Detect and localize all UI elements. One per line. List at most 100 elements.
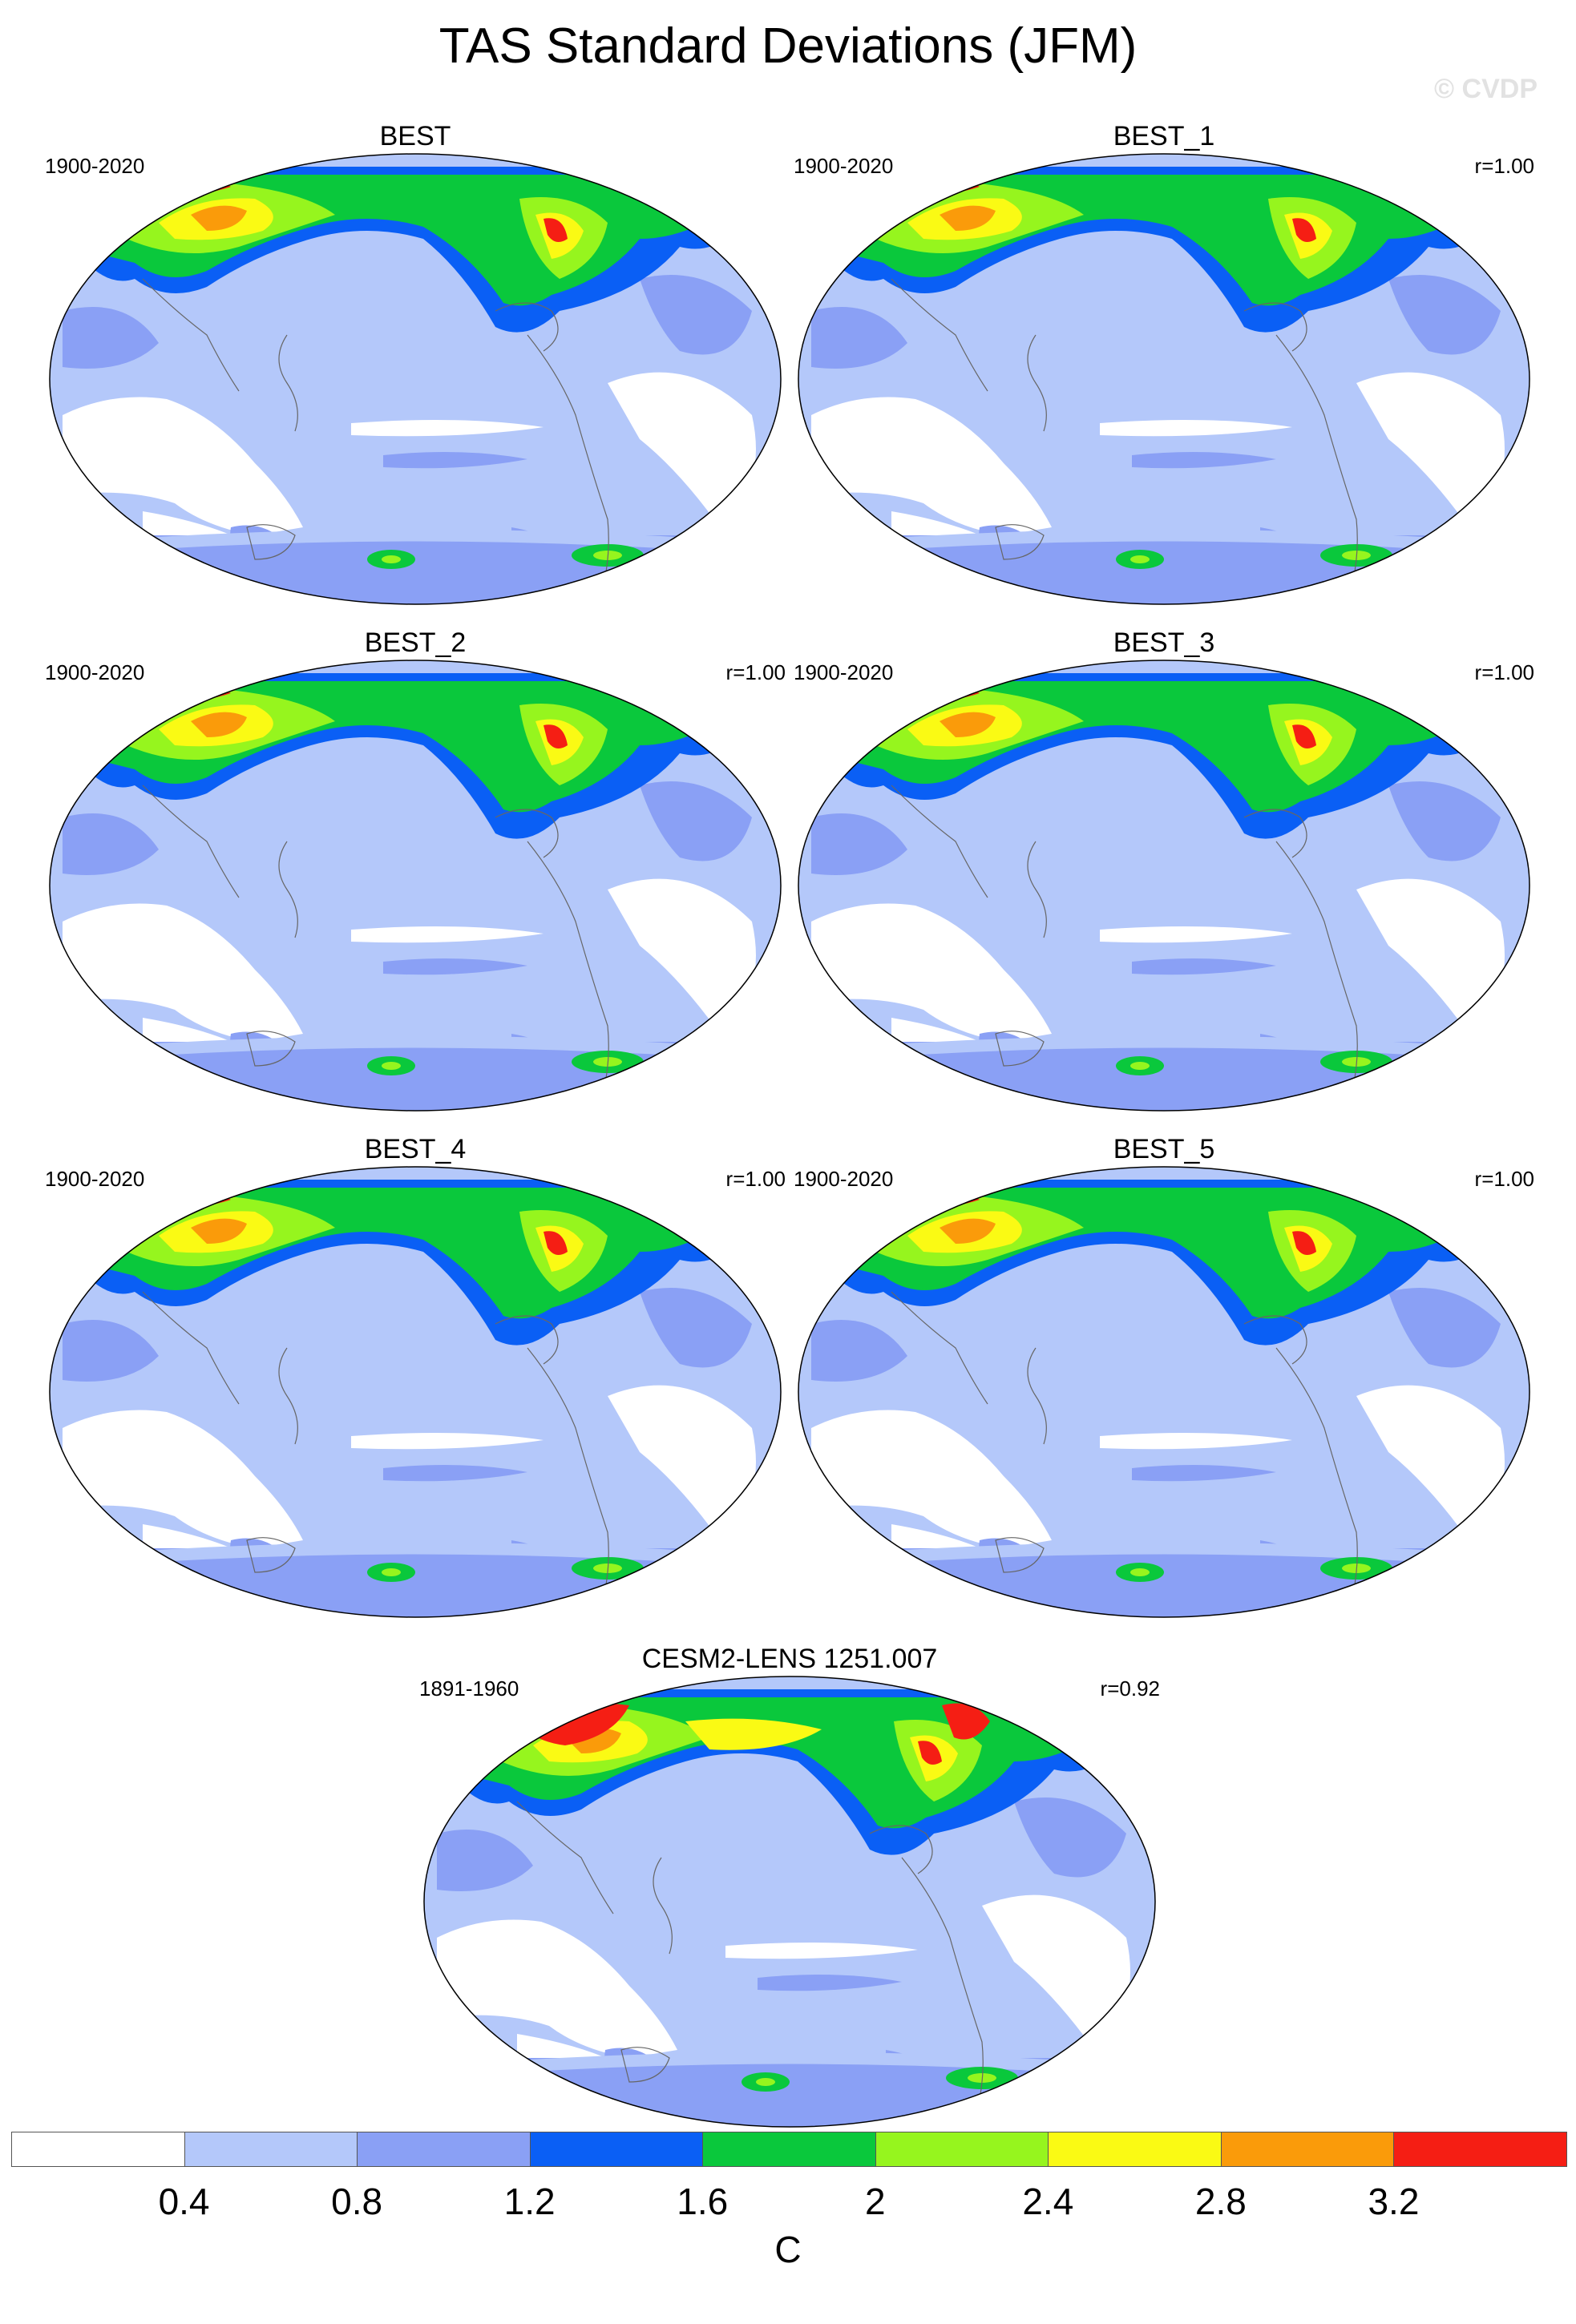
moderate-variability-zone xyxy=(437,1830,533,1891)
map-border xyxy=(798,660,1530,1112)
low-variability-zone xyxy=(1356,1385,1505,1540)
northern-belt-orange xyxy=(940,205,996,231)
low-variability-zone xyxy=(1100,1433,1292,1450)
coastline xyxy=(1027,334,1047,432)
coastline xyxy=(1243,1315,1307,1365)
moderate-variability-zone xyxy=(383,452,527,469)
low-variability-zone xyxy=(608,372,756,527)
panel-correlation: r=1.00 xyxy=(1474,1167,1534,1191)
colorbar-label: 2 xyxy=(864,2181,886,2222)
watermark: © CVDP xyxy=(1434,74,1538,104)
moderate-variability-zone xyxy=(640,1288,752,1368)
coastline xyxy=(1243,809,1307,858)
northern-belt-red xyxy=(544,1231,568,1255)
world-map xyxy=(798,660,1530,1112)
colorbar-label: 2.4 xyxy=(1022,2181,1074,2222)
northern-belt-orange xyxy=(191,1218,247,1244)
colorbar-box xyxy=(1220,2132,1395,2167)
colorbar xyxy=(11,2132,1567,2169)
antarctic-hotspot-core xyxy=(1130,1062,1150,1070)
coastline xyxy=(1027,1347,1047,1445)
moderate-variability-zone xyxy=(1388,781,1501,861)
map-panel: CESM2-LENS 1251.007 1891-1960 r=0.92 xyxy=(419,1643,1160,2196)
moderate-variability-zone xyxy=(640,781,752,861)
moderate-variability-zone xyxy=(1132,1465,1276,1482)
map-border xyxy=(49,1166,782,1618)
coastline xyxy=(891,278,988,392)
colorbar-label: 0.8 xyxy=(331,2181,383,2222)
map-border xyxy=(49,660,782,1112)
northern-belt-red xyxy=(1292,724,1316,748)
colorbar-box xyxy=(11,2132,185,2167)
map-border xyxy=(49,153,782,605)
antarctic-band xyxy=(798,535,1530,604)
antarctic-hotspot-core xyxy=(382,555,401,563)
low-variability-zone xyxy=(351,926,544,943)
moderate-variability-zone xyxy=(63,813,159,875)
panel-correlation: r=1.00 xyxy=(1474,660,1534,684)
colorbar-box xyxy=(1048,2132,1222,2167)
low-variability-zone xyxy=(811,397,1052,535)
antarctic-band xyxy=(798,1042,1530,1111)
low-variability-zone xyxy=(351,420,544,437)
coastline xyxy=(495,302,559,352)
low-variability-zone xyxy=(608,878,756,1034)
colorbar-box xyxy=(1393,2132,1567,2167)
coastline xyxy=(1275,334,1358,600)
colorbar-box xyxy=(529,2132,704,2167)
coastline xyxy=(278,334,298,432)
world-map xyxy=(423,1676,1156,2128)
world-map xyxy=(798,1166,1530,1618)
colorbar-units: C xyxy=(774,2229,802,2270)
panel-title: BEST_3 xyxy=(1113,627,1215,658)
panel-period: 1900-2020 xyxy=(794,660,894,684)
northern-belt-red xyxy=(1292,218,1316,242)
map-panel: BEST_3 1900-2020 r=1.00 xyxy=(794,627,1534,1180)
coastline xyxy=(246,1537,296,1573)
map-border xyxy=(798,1166,1530,1618)
southern-ocean-band xyxy=(493,2052,1086,2074)
colorbar-label: 2.8 xyxy=(1194,2181,1247,2222)
southern-ocean-band xyxy=(119,529,712,551)
panel-title: BEST_4 xyxy=(364,1134,467,1164)
coastline xyxy=(891,785,988,898)
antarctic-hotspot-core xyxy=(1130,555,1150,563)
northern-belt-red xyxy=(544,724,568,748)
low-variability-zone xyxy=(63,397,303,535)
panel-title: BEST_2 xyxy=(364,627,467,658)
coastline xyxy=(246,524,296,560)
map-panel: BEST_5 1900-2020 r=1.00 xyxy=(794,1133,1534,1686)
panel-period: 1900-2020 xyxy=(45,660,145,684)
map-border xyxy=(798,153,1530,605)
northern-belt-orange xyxy=(940,712,996,737)
low-variability-zone xyxy=(811,1410,1052,1548)
coastline xyxy=(995,524,1045,560)
panel-title: CESM2-LENS 1251.007 xyxy=(641,1644,938,1674)
coastline xyxy=(527,841,609,1107)
map-panel: BEST 1900-2020 xyxy=(45,120,786,673)
colorbar-box xyxy=(875,2132,1049,2167)
antarctic-hotspot-core xyxy=(382,1062,401,1070)
coastline xyxy=(278,1347,298,1445)
coastline xyxy=(142,785,240,898)
panel-title: BEST_5 xyxy=(1113,1134,1215,1164)
coastline xyxy=(901,1857,984,2123)
panel-period: 1900-2020 xyxy=(794,1167,894,1191)
coastline xyxy=(1275,1347,1358,1613)
colorbar-box xyxy=(357,2132,531,2167)
colorbar-label: 1.6 xyxy=(677,2181,729,2222)
antarctic-band xyxy=(798,1548,1530,1617)
world-map xyxy=(49,660,782,1112)
colorbar-box xyxy=(184,2132,358,2167)
colorbar-label: 1.2 xyxy=(503,2181,556,2222)
map-panel: BEST_2 1900-2020 r=1.00 xyxy=(45,627,786,1180)
southern-ocean-band xyxy=(119,1035,712,1058)
coastline xyxy=(995,1537,1045,1573)
low-variability-zone xyxy=(1356,372,1505,527)
coastline xyxy=(1275,841,1358,1107)
coastline xyxy=(278,841,298,938)
panel-correlation: r=1.00 xyxy=(725,660,786,684)
northern-belt-orange xyxy=(191,712,247,737)
colorbar-label: 3.2 xyxy=(1368,2181,1420,2222)
coastline xyxy=(142,1291,240,1405)
